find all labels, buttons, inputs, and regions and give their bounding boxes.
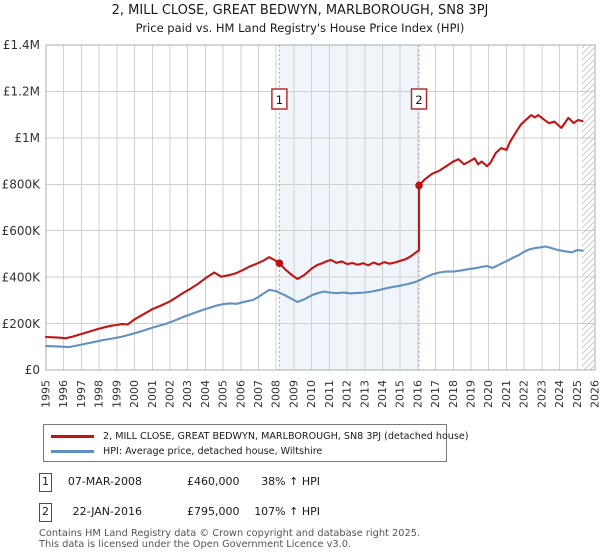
- between-sales-band: [279, 45, 419, 370]
- sale-price-2: £795,000: [187, 505, 240, 518]
- x-tick-label: 2021: [500, 380, 513, 408]
- x-tick-label: 2014: [376, 380, 389, 408]
- sale-number-badge-1: 1: [39, 473, 52, 492]
- x-tick-label: 2019: [465, 380, 478, 408]
- sale-date-2: 22-JAN-2016: [72, 505, 142, 518]
- legend-label-property: 2, MILL CLOSE, GREAT BEDWYN, MARLBOROUGH…: [103, 431, 469, 442]
- sale-marker-box-1: [271, 88, 288, 110]
- hpi-line: [44, 245, 584, 349]
- sale-number-badge-2: 2: [39, 503, 52, 522]
- sale-annotation-row-2: 2 22-JAN-2016 £795,000 107% ↑ HPI: [0, 502, 600, 522]
- y-tick-label: £200K: [2, 317, 42, 331]
- x-tick-label: 2006: [234, 380, 247, 408]
- x-tick-label: 2011: [323, 380, 336, 408]
- price-history-chart: 1 2 £0 £200K £400K £600K £800K £1M £1.2M £1.4M 199…: [2, 38, 600, 408]
- sale-date-1: 07-MAR-2008: [67, 475, 142, 488]
- legend-item-property: 2, MILL CLOSE, GREAT BEDWYN, MARLBOROUGH…: [44, 429, 469, 444]
- sale-price-1: £460,000: [187, 475, 240, 488]
- x-tick-label: 2017: [429, 380, 442, 408]
- x-tick-label: 1997: [75, 380, 88, 408]
- y-tick-label: £0: [25, 363, 40, 377]
- x-tick-label: 2012: [341, 380, 354, 408]
- sale-marker-box-label-1: 1: [276, 93, 283, 107]
- x-tick-label: 2016: [411, 380, 424, 408]
- page-title: 2, MILL CLOSE, GREAT BEDWYN, MARLBOROUGH…: [111, 3, 489, 18]
- sale-marker-box-2: [410, 88, 428, 110]
- legend-item-hpi: HPI: Average price, detached house, Wilt…: [44, 444, 446, 459]
- sale-marker-box-label-2: 2: [415, 93, 422, 107]
- sale-marker-dot-2: [415, 181, 423, 190]
- x-tick-label: 1996: [57, 380, 70, 408]
- x-tick-label: 2020: [482, 380, 495, 408]
- x-tick-label: 1998: [93, 380, 106, 408]
- x-tick-label: 2009: [287, 380, 300, 408]
- sale-annotation-row-1: 1 07-MAR-2008 £460,000 38% ↑ HPI: [0, 472, 600, 492]
- y-tick-label: £1M: [14, 131, 40, 145]
- sale-hpi-change-2: 107% ↑ HPI: [254, 505, 320, 518]
- property-line-swatch: [51, 435, 94, 438]
- x-tick-label: 2023: [535, 380, 548, 408]
- x-tick-label: 2015: [394, 380, 407, 408]
- sale-hpi-change-1: 38% ↑ HPI: [261, 475, 320, 488]
- x-tick-label: 2002: [164, 380, 177, 408]
- x-tick-label: 2018: [447, 380, 460, 408]
- hpi-line-swatch: [51, 450, 94, 453]
- x-tick-label: 2005: [217, 380, 230, 408]
- licence-footer-line1: Contains HM Land Registry data © Crown c…: [39, 528, 421, 539]
- sale-marker-dot-1: [275, 259, 284, 268]
- plot-border: [45, 44, 596, 371]
- x-tick-label: 2003: [181, 380, 194, 408]
- y-tick-label: £600K: [2, 224, 42, 238]
- x-tick-label: 2010: [305, 380, 318, 408]
- y-tick-label: £1.2M: [3, 85, 40, 99]
- y-tick-label: £400K: [2, 270, 42, 284]
- x-tick-label: 2026: [589, 380, 600, 408]
- legend-label-hpi: HPI: Average price, detached house, Wilt…: [103, 446, 323, 457]
- x-tick-label: 2024: [553, 380, 566, 408]
- y-tick-label: £1.4M: [3, 38, 40, 52]
- x-tick-label: 1995: [40, 380, 53, 408]
- x-tick-label: 2000: [128, 380, 141, 408]
- property-price-line: [44, 114, 584, 340]
- x-tick-label: 2004: [199, 380, 212, 408]
- x-tick-label: 2013: [358, 380, 371, 408]
- page-subtitle: Price paid vs. HM Land Registry's House …: [135, 21, 465, 35]
- chart-legend: 2, MILL CLOSE, GREAT BEDWYN, MARLBOROUGH…: [43, 424, 469, 462]
- x-tick-label: 2001: [146, 380, 159, 408]
- x-tick-label: 1999: [110, 380, 123, 408]
- y-tick-label: £800K: [2, 178, 42, 192]
- x-tick-label: 2025: [571, 380, 584, 408]
- future-hatch-band: [581, 45, 595, 370]
- licence-footer-line2: This data is licensed under the Open Gov…: [39, 538, 352, 550]
- licence-footer: Contains HM Land Registry data © Crown c…: [39, 528, 421, 551]
- x-tick-label: 2008: [270, 380, 283, 408]
- x-tick-label: 2007: [252, 380, 265, 408]
- x-tick-label: 2022: [518, 380, 531, 408]
